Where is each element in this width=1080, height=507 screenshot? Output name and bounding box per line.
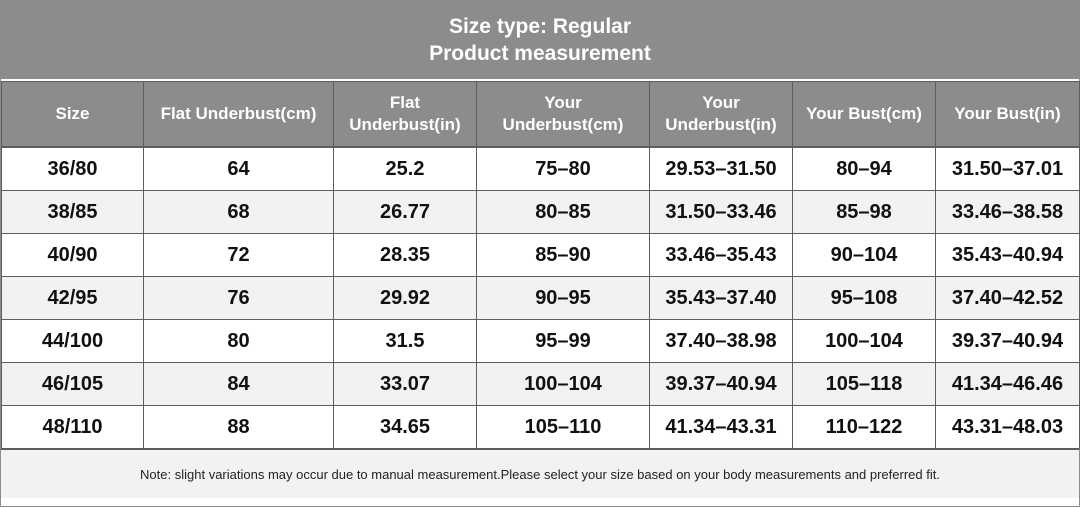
table-cell: 105–110 [476,405,650,449]
table-cell: 80 [143,319,334,363]
table-cell: 36/80 [1,146,144,191]
table-cell: 88 [143,405,334,449]
table-cell: 90–95 [476,276,650,320]
product-measurement-heading: Product measurement [429,42,651,65]
table-cell: 37.40–38.98 [649,319,793,363]
table-cell: 29.53–31.50 [649,146,793,191]
chart-title: Size type: Regular Product measurement [1,1,1079,81]
column-header-your-bust-in: Your Bust(in) [935,81,1080,148]
table-cell: 85–98 [792,190,936,234]
table-cell: 33.07 [333,362,477,406]
table-cell: 95–108 [792,276,936,320]
table-body: 36/80 64 25.2 75–80 29.53–31.50 80–94 31.50–37… [1,146,1080,449]
column-header-flat-underbust-in: Flat Underbust(in) [333,81,477,148]
table-cell: 33.46–38.58 [935,190,1080,234]
table-cell: 31.50–33.46 [649,190,793,234]
table-cell: 39.37–40.94 [649,362,793,406]
table-row: 40/90 72 28.35 85–90 33.46–35.43 90–104 35.43–… [1,233,1080,277]
table-cell: 85–90 [476,233,650,277]
table-row: 36/80 64 25.2 75–80 29.53–31.50 80–94 31.50–37… [1,146,1080,191]
table-cell: 100–104 [792,319,936,363]
column-header-size: Size [1,81,144,148]
table-cell: 41.34–46.46 [935,362,1080,406]
size-type-heading: Size type: Regular [448,15,632,38]
table-cell: 37.40–42.52 [935,276,1080,320]
table-cell: 31.50–37.01 [935,146,1080,191]
table-cell: 84 [143,362,334,406]
table-cell: 72 [143,233,334,277]
table-cell: 80–94 [792,146,936,191]
table-row: 44/100 80 31.5 95–99 37.40–38.98 100–104 39.37… [1,319,1080,363]
table-cell: 42/95 [1,276,144,320]
table-cell: 100–104 [476,362,650,406]
table-row: 38/85 68 26.77 80–85 31.50–33.46 85–98 33.46–3… [1,190,1080,234]
table-row: 48/110 88 34.65 105–110 41.34–43.31 110–122 43… [1,405,1080,449]
table-cell: 68 [143,190,334,234]
table-cell: 105–118 [792,362,936,406]
table-cell: 48/110 [1,405,144,449]
table-cell: 38/85 [1,190,144,234]
table-cell: 80–85 [476,190,650,234]
measurement-note: Note: slight variations may occur due to… [1,449,1079,498]
measurement-table: Size Flat Underbust(cm) Flat Underbust(i… [1,81,1080,449]
column-header-your-underbust-cm: Your Underbust(cm) [476,81,650,148]
column-header-your-bust-cm: Your Bust(cm) [792,81,936,148]
table-cell: 26.77 [333,190,477,234]
table-cell: 43.31–48.03 [935,405,1080,449]
table-cell: 75–80 [476,146,650,191]
column-header-your-underbust-in: Your Underbust(in) [649,81,793,148]
table-cell: 46/105 [1,362,144,406]
table-cell: 34.65 [333,405,477,449]
table-cell: 35.43–37.40 [649,276,793,320]
table-cell: 31.5 [333,319,477,363]
table-row: 42/95 76 29.92 90–95 35.43–37.40 95–108 37.40–… [1,276,1080,320]
column-header-flat-underbust-cm: Flat Underbust(cm) [143,81,334,148]
table-cell: 28.35 [333,233,477,277]
table-cell: 29.92 [333,276,477,320]
table-cell: 39.37–40.94 [935,319,1080,363]
table-cell: 25.2 [333,146,477,191]
table-cell: 76 [143,276,334,320]
table-cell: 35.43–40.94 [935,233,1080,277]
table-cell: 33.46–35.43 [649,233,793,277]
table-cell: 44/100 [1,319,144,363]
table-cell: 64 [143,146,334,191]
table-cell: 41.34–43.31 [649,405,793,449]
table-cell: 95–99 [476,319,650,363]
table-cell: 40/90 [1,233,144,277]
table-row: 46/105 84 33.07 100–104 39.37–40.94 105–118 41… [1,362,1080,406]
table-cell: 110–122 [792,405,936,449]
header-row: Size Flat Underbust(cm) Flat Underbust(i… [1,81,1080,148]
table-cell: 90–104 [792,233,936,277]
